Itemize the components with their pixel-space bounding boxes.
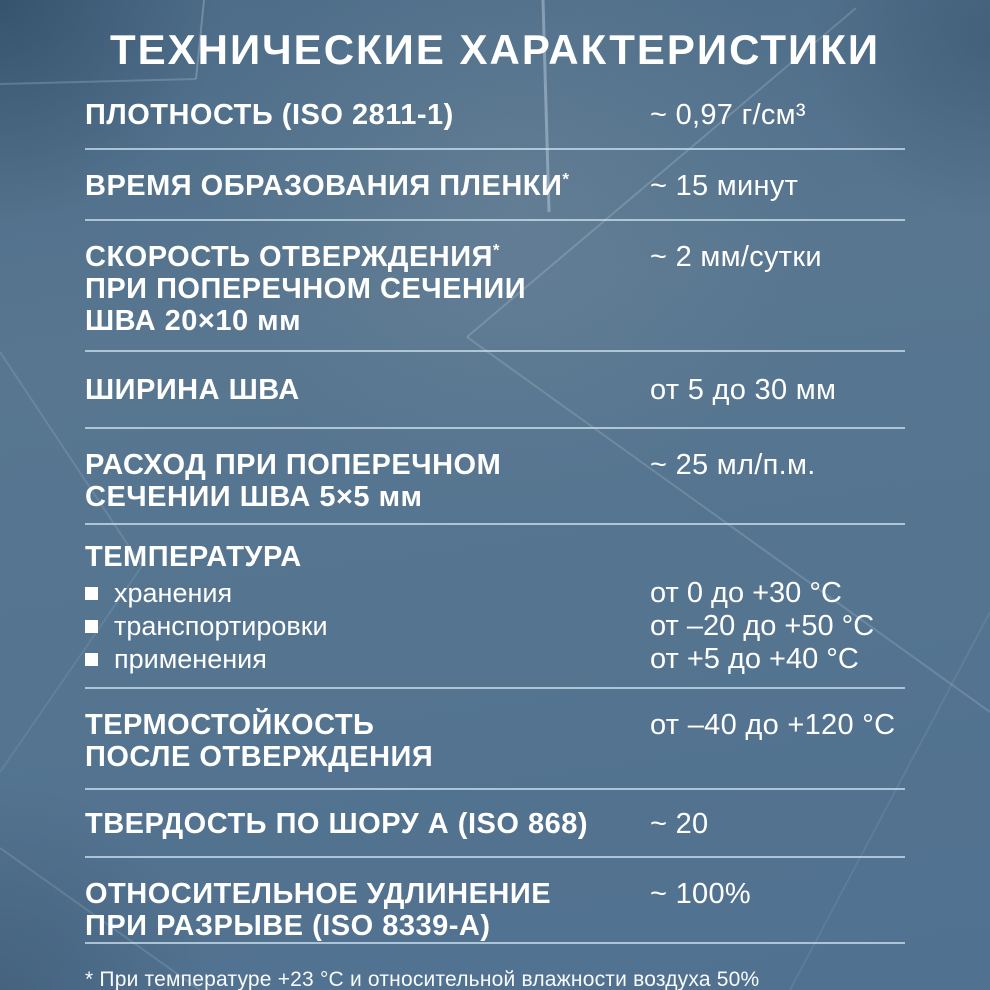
spec-label-text: ТВЕРДОСТЬ ПО ШОРУ А (ISO 868) bbox=[85, 808, 588, 840]
spec-value: ~ 2 мм/сутки bbox=[650, 241, 822, 273]
spec-row-hardness: ТВЕРДОСТЬ ПО ШОРУ А (ISO 868) ~ 20 bbox=[85, 790, 905, 858]
spec-value: ~ 0,97 г/см³ bbox=[650, 99, 806, 131]
spec-label-continued: ПРИ ПОПЕРЕЧНОМ СЕЧЕНИИ ШВА 20×10 мм bbox=[85, 273, 527, 337]
temperature-item-label: применения bbox=[114, 644, 267, 674]
spec-row-film-time: ВРЕМЯ ОБРАЗОВАНИЯ ПЛЕНКИ* ~ 15 минут bbox=[85, 150, 905, 221]
spec-row-heat-resistance: ТЕРМОСТОЙКОСТЬ ПОСЛЕ ОТВЕРЖДЕНИЯ от –40 д… bbox=[85, 689, 905, 790]
bullet-square-icon bbox=[85, 653, 98, 666]
temperature-header: ТЕМПЕРАТУРА bbox=[85, 541, 302, 573]
page-title: ТЕХНИЧЕСКИЕ ХАРАКТЕРИСТИКИ bbox=[109, 26, 881, 73]
spec-row-consumption: РАСХОД ПРИ ПОПЕРЕЧНОМ СЕЧЕНИИ ШВА 5×5 мм … bbox=[85, 429, 905, 525]
spec-label: СКОРОСТЬ ОТВЕРЖДЕНИЯ* ПРИ ПОПЕРЕЧНОМ СЕЧЕ… bbox=[85, 241, 650, 337]
spec-value: от –20 до +50 °C bbox=[650, 610, 875, 642]
spec-label-text: ОТНОСИТЕЛЬНОЕ УДЛИНЕНИЕ bbox=[85, 878, 552, 910]
bullet-square-icon bbox=[85, 587, 98, 600]
temperature-item-application: применения bbox=[85, 643, 650, 676]
spec-label: ВРЕМЯ ОБРАЗОВАНИЯ ПЛЕНКИ* bbox=[85, 170, 650, 202]
temperature-item-label: хранения bbox=[114, 578, 233, 608]
spec-value: от 0 до +30 °C bbox=[650, 577, 842, 609]
spec-label-continued: ПОСЛЕ ОТВЕРЖДЕНИЯ bbox=[85, 741, 434, 773]
spec-value: ~ 15 минут bbox=[650, 170, 799, 202]
temperature-item-storage: хранения bbox=[85, 577, 650, 610]
footnote: * При температуре +23 °C и относительной… bbox=[85, 968, 760, 990]
spec-row-seam-width: ШИРИНА ШВА от 5 до 30 мм bbox=[85, 352, 905, 429]
spec-label-text: ШИРИНА ШВА bbox=[85, 374, 300, 406]
footnote-marker: * bbox=[562, 169, 570, 189]
spec-label: ШИРИНА ШВА bbox=[85, 374, 650, 406]
spec-label-text: РАСХОД ПРИ ПОПЕРЕЧНОМ bbox=[85, 449, 502, 481]
temperature-item-label: транспортировки bbox=[114, 611, 328, 641]
spec-label: РАСХОД ПРИ ПОПЕРЕЧНОМ СЕЧЕНИИ ШВА 5×5 мм bbox=[85, 449, 650, 513]
spec-value: от –40 до +120 °C bbox=[650, 709, 896, 741]
spec-row-elongation: ОТНОСИТЕЛЬНОЕ УДЛИНЕНИЕ ПРИ РАЗРЫВЕ (ISO … bbox=[85, 858, 905, 944]
spec-value: ~ 100% bbox=[650, 878, 751, 910]
bullet-square-icon bbox=[85, 620, 98, 633]
spec-label-text: СКОРОСТЬ ОТВЕРЖДЕНИЯ bbox=[85, 241, 493, 273]
spec-label-continued: ПРИ РАЗРЫВЕ (ISO 8339-A) bbox=[85, 910, 491, 942]
spec-row-cure-speed: СКОРОСТЬ ОТВЕРЖДЕНИЯ* ПРИ ПОПЕРЕЧНОМ СЕЧЕ… bbox=[85, 221, 905, 352]
spec-label-text: ТЕРМОСТОЙКОСТЬ bbox=[85, 709, 375, 741]
spec-row-temperature: ТЕМПЕРАТУРА хранения от 0 до +30 °C тран… bbox=[85, 525, 905, 689]
spec-value: от 5 до 30 мм bbox=[650, 374, 837, 406]
spec-label-continued: СЕЧЕНИИ ШВА 5×5 мм bbox=[85, 481, 423, 513]
footnote-marker: * bbox=[492, 240, 501, 260]
spec-value: ~ 25 мл/п.м. bbox=[650, 449, 816, 481]
spec-label: ТЕРМОСТОЙКОСТЬ ПОСЛЕ ОТВЕРЖДЕНИЯ bbox=[85, 709, 650, 773]
spec-value: от +5 до +40 °C bbox=[650, 643, 859, 675]
spec-value: ~ 20 bbox=[650, 808, 709, 840]
temperature-item-transport: транспортировки bbox=[85, 610, 650, 643]
spec-row-density: ПЛОТНОСТЬ (ISO 2811-1) ~ 0,97 г/см³ bbox=[85, 84, 905, 150]
spec-label: ПЛОТНОСТЬ (ISO 2811-1) bbox=[85, 99, 650, 131]
spec-label-text: ВРЕМЯ ОБРАЗОВАНИЯ ПЛЕНКИ bbox=[85, 170, 563, 202]
spec-label: ОТНОСИТЕЛЬНОЕ УДЛИНЕНИЕ ПРИ РАЗРЫВЕ (ISO … bbox=[85, 878, 650, 942]
spec-label-text: ПЛОТНОСТЬ (ISO 2811-1) bbox=[85, 99, 454, 131]
spec-label: ТВЕРДОСТЬ ПО ШОРУ А (ISO 868) bbox=[85, 808, 650, 840]
